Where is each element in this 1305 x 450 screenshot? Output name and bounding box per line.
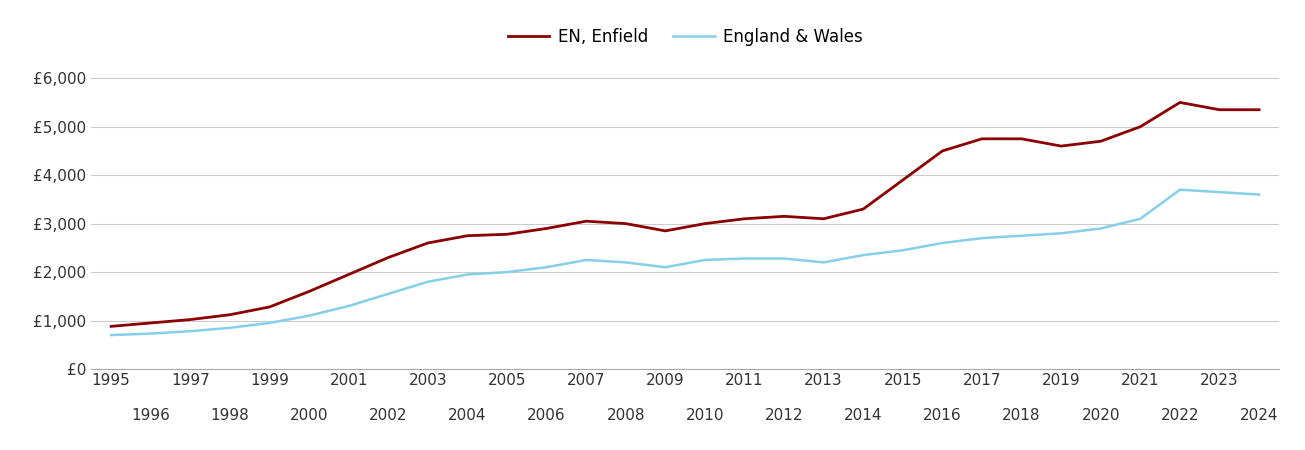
England & Wales (737, 256, 753, 261)
Text: 2012: 2012 (765, 408, 804, 423)
England & Wales (1094, 226, 1109, 231)
England & Wales (975, 235, 990, 241)
Text: 2006: 2006 (527, 408, 566, 423)
England & Wales (1053, 230, 1069, 236)
England & Wales (539, 265, 555, 270)
EN, Enfield (103, 324, 119, 329)
Text: 2000: 2000 (290, 408, 329, 423)
England & Wales (619, 260, 634, 265)
EN, Enfield (737, 216, 753, 221)
EN, Enfield (1014, 136, 1030, 141)
England & Wales (420, 279, 436, 284)
Line: England & Wales: England & Wales (111, 190, 1259, 335)
EN, Enfield (1251, 107, 1267, 112)
EN, Enfield (222, 312, 238, 317)
EN, Enfield (895, 177, 911, 183)
EN, Enfield (776, 214, 792, 219)
England & Wales (697, 257, 713, 263)
EN, Enfield (578, 219, 594, 224)
Text: 2024: 2024 (1240, 408, 1279, 423)
Text: 2020: 2020 (1082, 408, 1120, 423)
EN, Enfield (658, 228, 673, 234)
EN, Enfield (975, 136, 990, 141)
England & Wales (341, 303, 356, 309)
EN, Enfield (144, 320, 159, 326)
Text: 2010: 2010 (685, 408, 724, 423)
England & Wales (459, 272, 475, 277)
England & Wales (262, 320, 278, 326)
EN, Enfield (262, 304, 278, 310)
EN, Enfield (934, 148, 950, 153)
Text: 2008: 2008 (607, 408, 645, 423)
England & Wales (222, 325, 238, 330)
EN, Enfield (1053, 144, 1069, 149)
EN, Enfield (856, 207, 872, 212)
England & Wales (1212, 189, 1228, 195)
England & Wales (1133, 216, 1148, 221)
England & Wales (856, 252, 872, 258)
EN, Enfield (1094, 139, 1109, 144)
England & Wales (776, 256, 792, 261)
Text: 2004: 2004 (448, 408, 487, 423)
EN, Enfield (183, 317, 198, 322)
England & Wales (816, 260, 831, 265)
England & Wales (934, 240, 950, 246)
Text: 2016: 2016 (923, 408, 962, 423)
Text: 2002: 2002 (369, 408, 407, 423)
EN, Enfield (1172, 100, 1188, 105)
EN, Enfield (816, 216, 831, 221)
EN, Enfield (301, 289, 317, 294)
Text: 2022: 2022 (1160, 408, 1199, 423)
EN, Enfield (697, 221, 713, 226)
EN, Enfield (420, 240, 436, 246)
England & Wales (500, 270, 515, 275)
Legend: EN, Enfield, England & Wales: EN, Enfield, England & Wales (501, 22, 869, 53)
England & Wales (103, 333, 119, 338)
England & Wales (1014, 233, 1030, 238)
EN, Enfield (539, 226, 555, 231)
EN, Enfield (619, 221, 634, 226)
England & Wales (895, 248, 911, 253)
Text: 1998: 1998 (210, 408, 249, 423)
EN, Enfield (341, 272, 356, 277)
England & Wales (183, 328, 198, 334)
EN, Enfield (1212, 107, 1228, 112)
EN, Enfield (381, 255, 397, 260)
England & Wales (381, 291, 397, 297)
England & Wales (1172, 187, 1188, 193)
Text: 2018: 2018 (1002, 408, 1041, 423)
EN, Enfield (500, 232, 515, 237)
England & Wales (658, 265, 673, 270)
EN, Enfield (1133, 124, 1148, 130)
Text: 2014: 2014 (844, 408, 882, 423)
EN, Enfield (459, 233, 475, 238)
England & Wales (301, 313, 317, 319)
England & Wales (1251, 192, 1267, 197)
England & Wales (144, 331, 159, 336)
Text: 1996: 1996 (132, 408, 170, 423)
Line: EN, Enfield: EN, Enfield (111, 103, 1259, 326)
England & Wales (578, 257, 594, 263)
